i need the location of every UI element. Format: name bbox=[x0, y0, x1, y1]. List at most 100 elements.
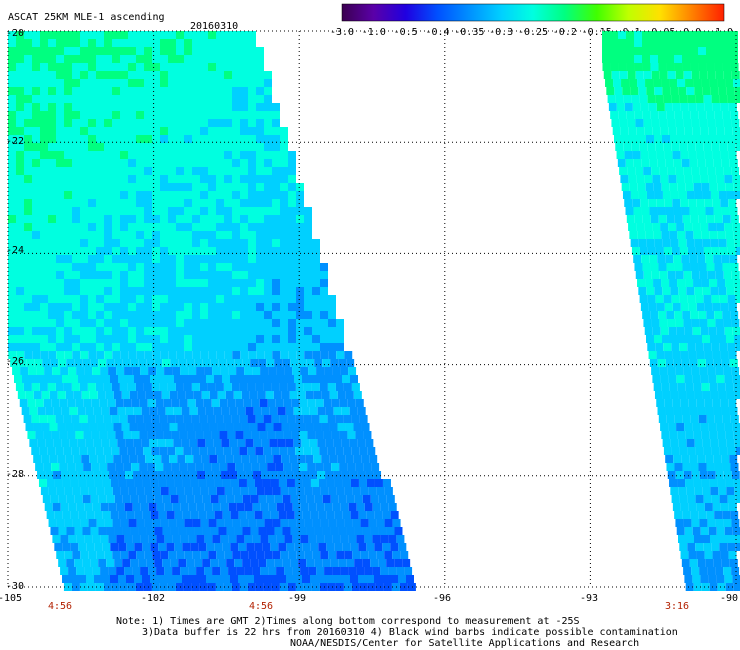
wind-cell bbox=[8, 271, 16, 279]
wind-cell bbox=[639, 95, 648, 103]
wind-cell bbox=[32, 159, 40, 167]
colorbar-tick-label: -0.25 bbox=[518, 27, 548, 38]
wind-cell bbox=[184, 103, 192, 111]
wind-cell bbox=[120, 311, 128, 319]
wind-cell bbox=[307, 463, 316, 471]
wind-cell bbox=[350, 543, 359, 551]
lon-label: -93 bbox=[580, 593, 598, 604]
wind-cell bbox=[717, 231, 726, 239]
wind-cell bbox=[208, 87, 216, 95]
wind-cell bbox=[160, 103, 168, 111]
wind-cell bbox=[168, 31, 176, 39]
wind-cell bbox=[347, 463, 356, 471]
wind-cell bbox=[179, 463, 188, 471]
wind-cell bbox=[92, 503, 101, 511]
wind-cell bbox=[168, 487, 177, 495]
wind-cell bbox=[216, 519, 225, 527]
wind-cell bbox=[290, 359, 299, 367]
wind-cell bbox=[102, 575, 110, 583]
wind-cell bbox=[209, 455, 218, 463]
wind-cell bbox=[707, 367, 716, 375]
wind-cell bbox=[685, 79, 694, 87]
wind-cell bbox=[730, 39, 738, 47]
wind-cell bbox=[240, 183, 248, 191]
wind-cell bbox=[104, 127, 112, 135]
wind-cell bbox=[261, 407, 270, 415]
wind-cell bbox=[675, 119, 684, 127]
wind-cell bbox=[692, 327, 701, 335]
wind-cell bbox=[144, 327, 152, 335]
wind-cell bbox=[88, 319, 96, 327]
wind-cell bbox=[116, 367, 125, 375]
wind-cell bbox=[699, 567, 708, 575]
wind-cell bbox=[329, 391, 338, 399]
wind-cell bbox=[166, 479, 175, 487]
wind-cell bbox=[240, 303, 248, 311]
wind-cell bbox=[351, 383, 360, 391]
wind-cell bbox=[32, 55, 40, 63]
wind-cell bbox=[16, 327, 24, 335]
wind-cell bbox=[120, 335, 128, 343]
wind-cell bbox=[256, 167, 264, 175]
wind-cell bbox=[112, 71, 120, 79]
wind-cell bbox=[16, 167, 24, 175]
wind-cell bbox=[224, 263, 232, 271]
wind-cell bbox=[357, 407, 366, 415]
wind-cell bbox=[320, 335, 328, 343]
wind-cell bbox=[192, 31, 200, 39]
wind-cell bbox=[219, 463, 228, 471]
wind-cell bbox=[42, 495, 51, 503]
wind-cell bbox=[404, 567, 413, 575]
wind-cell bbox=[256, 47, 264, 55]
wind-cell bbox=[88, 223, 96, 231]
wind-cell bbox=[296, 487, 305, 495]
wind-cell bbox=[301, 407, 310, 415]
wind-cell bbox=[285, 407, 294, 415]
wind-cell bbox=[735, 247, 740, 255]
wind-cell bbox=[345, 423, 354, 431]
wind-cell bbox=[714, 111, 723, 119]
wind-cell bbox=[297, 455, 306, 463]
wind-cell bbox=[666, 39, 674, 47]
wind-cell bbox=[152, 31, 160, 39]
lat-label: -26 bbox=[6, 356, 24, 367]
wind-cell bbox=[284, 503, 293, 511]
wind-cell bbox=[247, 447, 256, 455]
wind-cell bbox=[726, 87, 735, 95]
wind-cell bbox=[279, 415, 288, 423]
wind-cell bbox=[160, 295, 168, 303]
wind-cell bbox=[106, 359, 115, 367]
wind-cell bbox=[200, 151, 208, 159]
wind-cell bbox=[96, 335, 104, 343]
wind-cell bbox=[32, 167, 40, 175]
wind-cell bbox=[96, 207, 104, 215]
wind-cell bbox=[203, 463, 212, 471]
wind-cell bbox=[291, 463, 300, 471]
wind-cell bbox=[680, 151, 689, 159]
wind-cell bbox=[264, 79, 272, 87]
wind-cell bbox=[388, 503, 397, 511]
wind-cell bbox=[135, 447, 144, 455]
wind-cell bbox=[263, 415, 272, 423]
wind-cell bbox=[211, 463, 220, 471]
wind-cell bbox=[234, 495, 243, 503]
wind-cell bbox=[712, 199, 721, 207]
wind-cell bbox=[197, 407, 206, 415]
wind-cell bbox=[720, 199, 729, 207]
wind-cell bbox=[224, 39, 232, 47]
wind-cell bbox=[32, 31, 40, 39]
wind-cell bbox=[308, 535, 317, 543]
wind-cell bbox=[24, 239, 32, 247]
wind-cell bbox=[730, 63, 739, 71]
wind-cell bbox=[354, 527, 363, 535]
wind-cell bbox=[90, 495, 99, 503]
wind-cell bbox=[234, 559, 243, 567]
wind-cell bbox=[710, 487, 719, 495]
wind-cell bbox=[683, 319, 692, 327]
wind-cell bbox=[660, 175, 669, 183]
wind-cell bbox=[44, 503, 53, 511]
wind-cell bbox=[88, 199, 96, 207]
wind-cell bbox=[724, 223, 733, 231]
wind-cell bbox=[120, 199, 128, 207]
wind-cell bbox=[699, 519, 708, 527]
